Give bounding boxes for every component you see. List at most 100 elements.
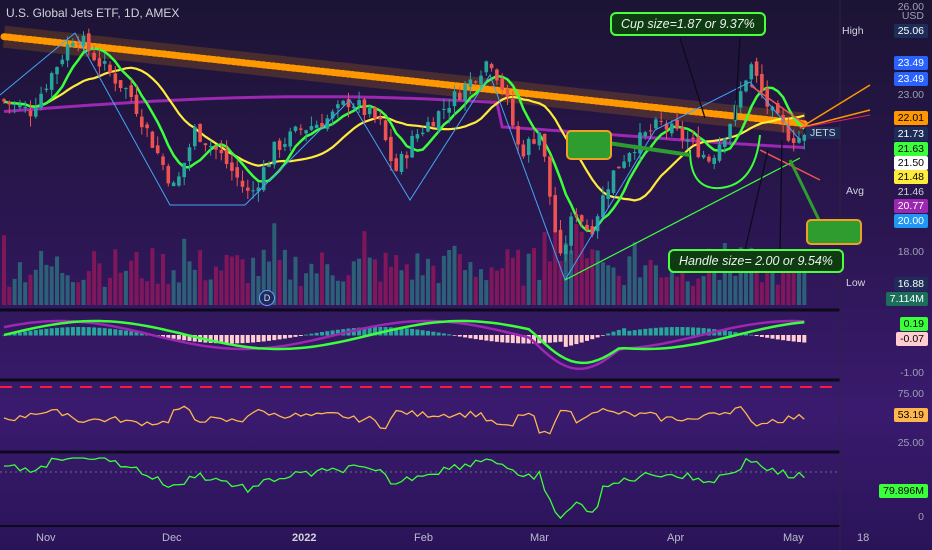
macd-histogram-bar xyxy=(415,329,420,336)
handle-annotation[interactable]: Handle size= 2.00 or 9.54% xyxy=(668,249,844,273)
macd-histogram-bar xyxy=(733,332,738,336)
candle-body xyxy=(659,120,663,122)
macd-histogram-bar xyxy=(701,328,706,336)
volume-bar xyxy=(335,280,340,305)
cup-annotation[interactable]: Cup size=1.87 or 9.37% xyxy=(610,12,766,36)
macd-histogram-bar xyxy=(590,335,595,340)
volume-bar xyxy=(388,266,393,305)
volume-bar xyxy=(373,259,377,305)
candle-body xyxy=(675,119,679,129)
candle-body xyxy=(55,67,59,75)
macd-histogram-bar xyxy=(277,335,282,340)
candle-body xyxy=(791,138,796,143)
low-tag: Low xyxy=(846,277,866,289)
macd-histogram-bar xyxy=(219,335,224,344)
macd-histogram-bar xyxy=(685,327,690,336)
candle-body xyxy=(654,119,658,129)
macd-histogram-bar xyxy=(754,335,759,337)
volume-bar xyxy=(648,259,653,305)
candle-body xyxy=(203,143,208,146)
macd-histogram-bar xyxy=(786,335,791,341)
macd-histogram-bar xyxy=(229,335,234,344)
candle-body xyxy=(283,144,287,147)
macd-histogram-bar xyxy=(394,327,399,336)
candle-body xyxy=(601,195,605,218)
volume-bar xyxy=(595,250,600,305)
macd-histogram-bar xyxy=(97,327,102,336)
candle-body xyxy=(102,61,107,64)
x-tick-apr: Apr xyxy=(667,532,685,544)
volume-bar xyxy=(516,249,521,305)
pattern-drawings xyxy=(0,32,871,282)
macd-histogram-bar xyxy=(49,328,54,336)
volume-bar xyxy=(97,263,102,305)
candle-body xyxy=(749,64,754,80)
volume-bar xyxy=(436,283,441,305)
macd-histogram-bar xyxy=(468,335,473,339)
macd-histogram-bar xyxy=(282,335,287,339)
breakout-pink-line xyxy=(799,114,871,129)
macd-histogram-bar xyxy=(770,335,775,339)
candle-body xyxy=(60,59,65,65)
volume-bar xyxy=(224,254,229,305)
candle-body xyxy=(426,121,430,132)
volume-bar xyxy=(558,261,563,305)
volume-bars xyxy=(2,223,807,305)
candle-body xyxy=(246,187,250,191)
low-label: 16.88 xyxy=(893,277,928,291)
ticker-tag[interactable]: JETS xyxy=(806,127,840,139)
volume-bar xyxy=(759,282,764,305)
macd-histogram-bar xyxy=(473,335,478,340)
macd-histogram-bar xyxy=(563,335,568,347)
orange-ma-line xyxy=(0,33,808,128)
candle-body xyxy=(49,73,54,90)
volume-bar xyxy=(118,272,123,305)
volume-bar xyxy=(781,251,786,305)
obv-line xyxy=(3,457,805,520)
dividend-marker[interactable]: D xyxy=(259,290,275,306)
volume-bar xyxy=(669,272,674,305)
volume-bar xyxy=(738,247,743,305)
macd-histogram-bar xyxy=(717,329,722,336)
macd-histogram-bar xyxy=(298,335,303,336)
red-arrow-shaft xyxy=(788,159,822,223)
volume-bar xyxy=(420,275,425,305)
macd-histogram-bar xyxy=(691,327,695,336)
candle-body xyxy=(352,106,356,109)
volume-bar xyxy=(139,278,144,305)
macd-histogram-bar xyxy=(749,334,754,336)
volume-bar xyxy=(102,286,107,305)
volume-bar xyxy=(362,231,367,305)
macd-histogram-bar xyxy=(314,332,319,336)
candle-body xyxy=(171,182,176,187)
candle-body xyxy=(452,91,457,107)
candle-body xyxy=(81,35,86,46)
candle-body xyxy=(76,43,80,45)
obv-zero-label: 0 xyxy=(918,511,924,523)
candle-body xyxy=(473,81,478,83)
macd-histogram-bar xyxy=(669,327,674,336)
volume-bar xyxy=(685,281,690,305)
volume-bar xyxy=(494,270,499,305)
macd-histogram-bar xyxy=(797,335,801,343)
volume-bar xyxy=(208,279,213,305)
macd-histogram-bar xyxy=(600,335,605,336)
currency-label[interactable]: USD xyxy=(901,10,924,22)
macd-histogram-bar xyxy=(441,333,446,336)
macd-histogram-bar xyxy=(606,333,611,336)
candle-body xyxy=(39,93,43,108)
volume-bar xyxy=(479,269,483,305)
candle-body xyxy=(691,137,695,140)
macd-histogram-bar xyxy=(802,335,807,343)
volume-bar xyxy=(447,250,452,305)
candle-body xyxy=(526,138,531,156)
volume-bar xyxy=(28,274,33,305)
candle-body xyxy=(664,123,669,130)
candle-body xyxy=(304,130,308,134)
macd-histogram-bar xyxy=(118,329,123,336)
macd-histogram-bar xyxy=(39,329,44,336)
candle-body xyxy=(738,91,743,108)
candle-body xyxy=(113,73,118,84)
volume-bar xyxy=(728,257,733,305)
rsi-line xyxy=(3,405,805,435)
